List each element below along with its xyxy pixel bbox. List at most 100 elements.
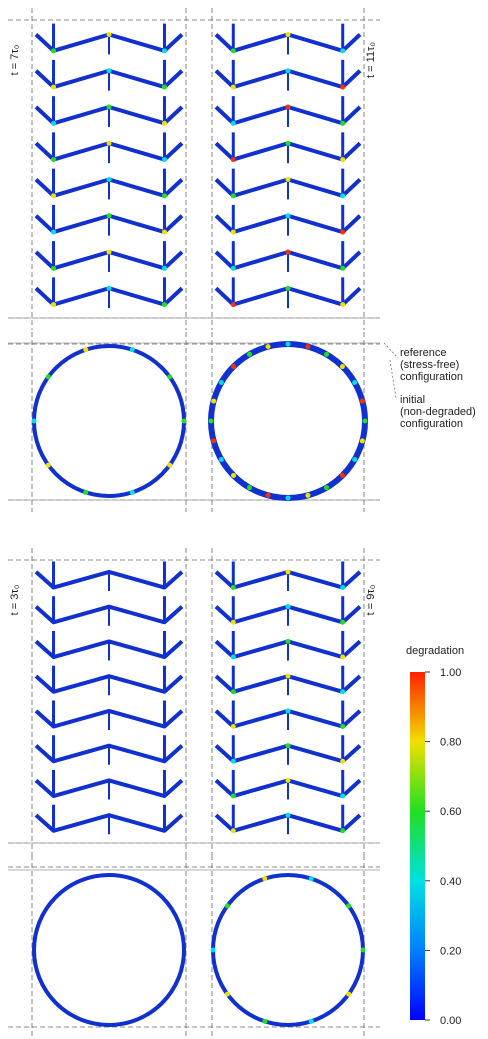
- hotspot: [211, 398, 217, 404]
- hotspot: [305, 492, 311, 498]
- hotspot: [161, 265, 167, 271]
- time-label: t = 11τ₀: [365, 42, 377, 78]
- hotspot: [208, 418, 214, 424]
- hotspot: [285, 32, 291, 37]
- hotspot: [45, 374, 51, 380]
- time-label: t = 3τ₀: [9, 585, 21, 616]
- hotspot: [230, 84, 236, 90]
- hotspot: [230, 302, 236, 308]
- hotspot: [340, 724, 346, 730]
- hotspot: [340, 654, 346, 660]
- hotspot: [230, 193, 236, 199]
- hotspot: [231, 472, 237, 478]
- hotspot: [210, 947, 216, 953]
- hotspot: [352, 457, 358, 462]
- hotspot: [31, 418, 37, 424]
- hotspot: [262, 876, 268, 882]
- hotspot: [285, 569, 291, 575]
- hotspot: [362, 418, 368, 424]
- hotspot: [359, 398, 365, 404]
- annotation: reference: [400, 347, 446, 359]
- annotation: initial: [400, 394, 425, 406]
- hotspot: [324, 351, 329, 357]
- hotspot: [308, 1018, 314, 1024]
- annotation: (non-degraded): [400, 406, 476, 418]
- hotspot: [106, 68, 112, 74]
- hotspot: [265, 344, 271, 350]
- hotspot: [51, 84, 57, 90]
- hotspot: [346, 991, 352, 997]
- hotspot: [51, 302, 57, 308]
- hotspot: [340, 157, 346, 163]
- hotspot: [129, 489, 135, 495]
- hotspot: [51, 229, 57, 235]
- hotspot: [218, 380, 224, 385]
- hotspot: [230, 724, 236, 730]
- hotspot: [285, 495, 291, 501]
- hotspot: [51, 120, 57, 126]
- hotspot: [230, 265, 236, 271]
- hotspot: [339, 472, 345, 478]
- hotspot: [285, 213, 291, 219]
- hotspot: [340, 120, 346, 126]
- hotspot: [106, 285, 112, 291]
- hotspot: [339, 364, 345, 370]
- hotspot: [340, 302, 346, 308]
- hotspot: [285, 104, 291, 110]
- hotspot: [83, 489, 89, 495]
- hotspot: [230, 758, 236, 764]
- hotspot: [106, 213, 112, 219]
- colorbar-tick-label: 0.40: [440, 876, 461, 888]
- hotspot: [106, 177, 112, 182]
- ring: [32, 873, 186, 1027]
- leader: [383, 342, 399, 359]
- hotspot: [230, 120, 236, 126]
- colorbar-tick-label: 0.60: [440, 806, 461, 818]
- hotspot: [360, 947, 366, 953]
- hotspot: [305, 344, 311, 350]
- hotspot: [285, 177, 291, 182]
- hotspot: [211, 438, 217, 444]
- colorbar-tick-label: 0.00: [440, 1015, 461, 1027]
- hotspot: [340, 48, 346, 54]
- hotspot: [230, 793, 236, 799]
- hotspot: [340, 828, 346, 834]
- colorbar-tick-label: 0.20: [440, 945, 461, 957]
- leader: [389, 359, 397, 399]
- colorbar-tick-label: 0.80: [440, 737, 461, 749]
- annotation: (stress-free): [400, 359, 459, 371]
- ring: [32, 344, 186, 498]
- hotspot: [45, 462, 51, 468]
- hotspot: [161, 84, 167, 90]
- hotspot: [340, 193, 346, 199]
- hotspot: [51, 157, 57, 163]
- hotspot: [230, 157, 236, 163]
- hotspot: [167, 374, 173, 380]
- hotspot: [308, 876, 314, 882]
- hotspot: [161, 157, 167, 163]
- hotspot: [231, 364, 237, 370]
- hotspot: [340, 689, 346, 695]
- hotspot: [181, 418, 187, 424]
- hotspot: [285, 68, 291, 74]
- hotspot: [247, 351, 252, 357]
- hotspot: [129, 347, 135, 353]
- annotation: configuration: [400, 418, 463, 430]
- ring: [211, 873, 365, 1027]
- hotspot: [106, 104, 112, 110]
- hotspot: [285, 285, 291, 291]
- hotspot: [51, 193, 57, 199]
- hotspot: [340, 585, 346, 591]
- hotspot: [83, 347, 89, 353]
- colorbar-title: degradation: [406, 645, 464, 657]
- hotspot: [285, 743, 291, 749]
- hotspot: [161, 229, 167, 235]
- hotspot: [167, 462, 173, 468]
- hotspot: [340, 619, 346, 625]
- hotspot: [285, 140, 291, 146]
- hotspot: [285, 777, 291, 783]
- hotspot: [161, 120, 167, 126]
- annotation: configuration: [400, 371, 463, 383]
- hotspot: [218, 457, 224, 462]
- hotspot: [285, 638, 291, 644]
